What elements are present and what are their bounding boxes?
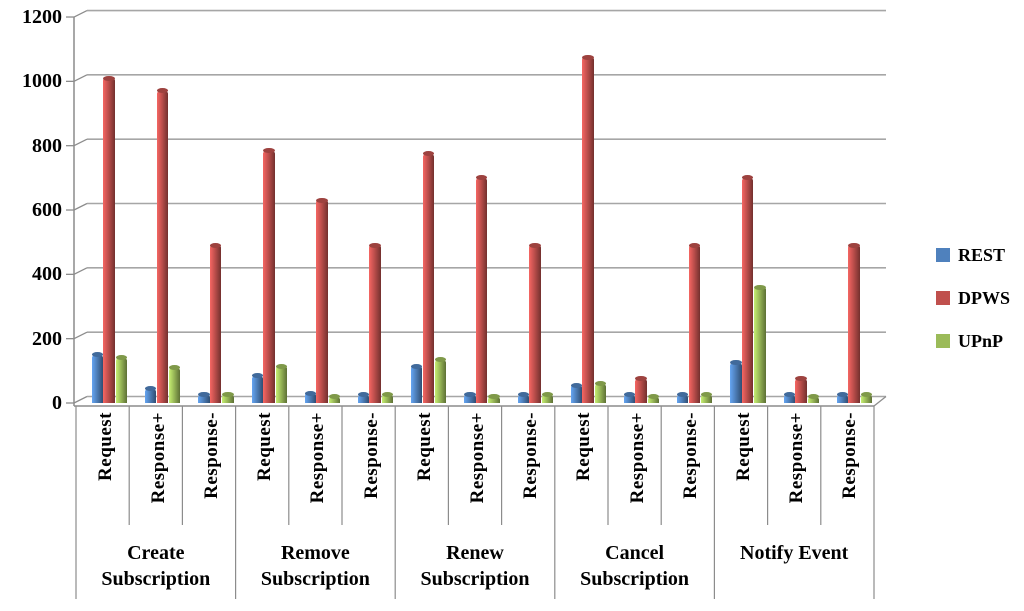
legend-item-rest: REST <box>936 246 1005 264</box>
axis-depth-connector <box>73 331 88 340</box>
rest-legend-label: REST <box>958 245 1006 265</box>
axis-depth-connector <box>73 395 88 404</box>
axis-depth-connector <box>73 202 88 211</box>
axis-depth-connector <box>73 74 88 82</box>
axis-depth-connector <box>73 267 88 275</box>
legend-item-dpws: DPWS <box>936 289 1010 307</box>
upnp-legend-label: UPnP <box>958 331 1003 351</box>
dpws-legend-label: DPWS <box>958 288 1011 308</box>
axis-depth-connector <box>73 9 88 18</box>
rest-legend-swatch <box>936 248 950 262</box>
axis-depth-connector <box>73 138 88 147</box>
dpws-legend-swatch <box>936 291 950 305</box>
upnp-legend-swatch <box>936 334 950 348</box>
floor-right-depth-connector <box>873 395 887 407</box>
legend-item-upnp: UPnP <box>936 332 1003 350</box>
